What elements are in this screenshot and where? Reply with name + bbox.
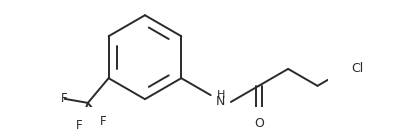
Text: F: F (100, 115, 107, 128)
Text: O: O (254, 117, 264, 130)
Text: H: H (217, 90, 225, 100)
Text: Cl: Cl (351, 62, 363, 75)
Text: F: F (76, 119, 83, 132)
Text: N: N (216, 95, 225, 109)
Text: F: F (61, 92, 67, 105)
